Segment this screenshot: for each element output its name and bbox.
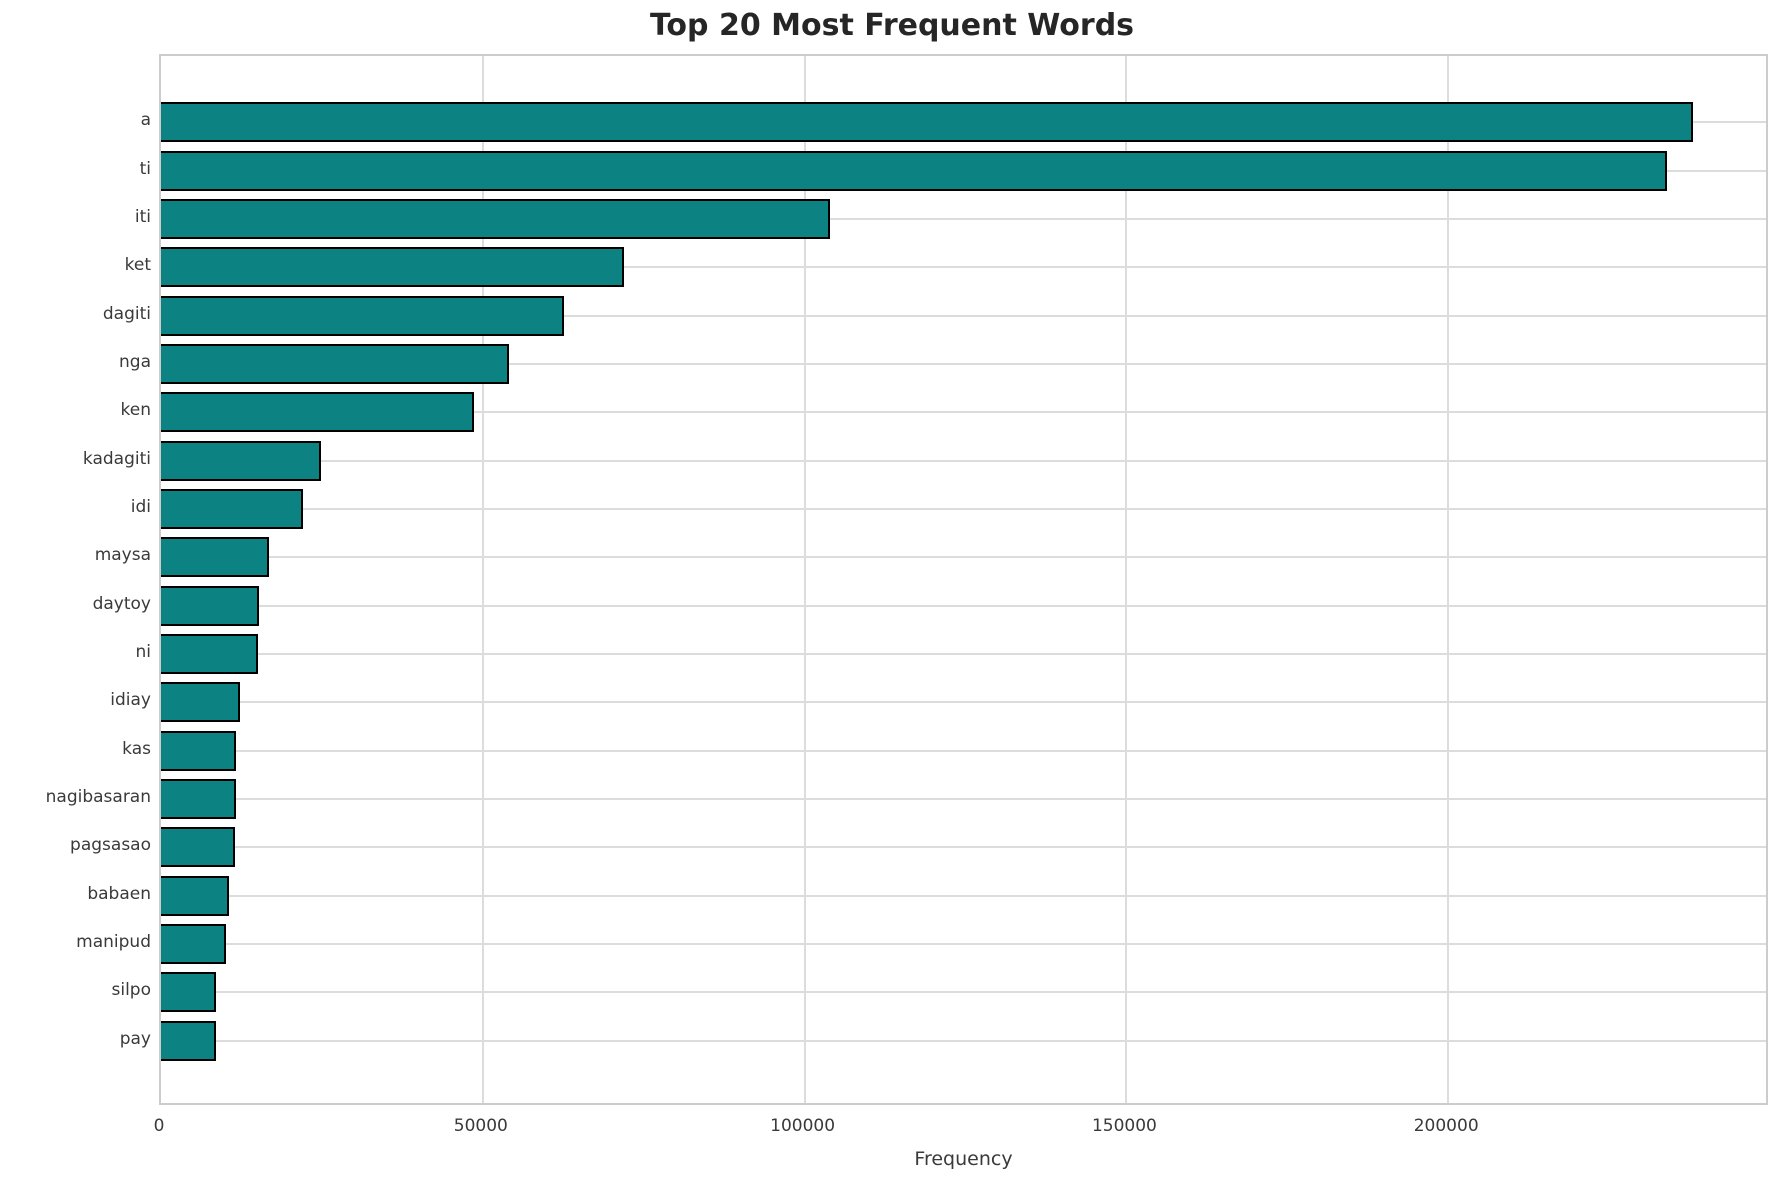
horizontal-gridline (161, 217, 1766, 220)
bar-ket (161, 247, 625, 288)
bar-ti (161, 150, 1668, 191)
y-tick-label: ti (139, 158, 151, 179)
horizontal-gridline (161, 411, 1766, 414)
horizontal-gridline (161, 798, 1766, 801)
y-tick-label: ni (135, 642, 152, 663)
y-tick-label: maysa (94, 545, 151, 566)
horizontal-gridline (161, 362, 1766, 365)
bar-nagibasaran (161, 779, 236, 820)
y-tick-label: pagsasao (70, 835, 151, 856)
y-tick-label: iti (134, 206, 151, 227)
bar-silpo (161, 972, 217, 1013)
horizontal-gridline (161, 846, 1766, 849)
y-tick-label: pay (119, 1028, 151, 1049)
vertical-gridline (1125, 56, 1128, 1103)
y-tick-label: a (140, 110, 151, 131)
bar-dagiti (161, 295, 564, 336)
y-tick-label: idi (130, 496, 151, 517)
vertical-gridline (481, 56, 484, 1103)
horizontal-gridline (161, 894, 1766, 897)
y-tick-label: nga (119, 351, 151, 372)
bar-ni (161, 634, 259, 675)
bar-pagsasao (161, 827, 235, 868)
bar-pay (161, 1020, 216, 1061)
x-tick-label: 150000 (1091, 1116, 1157, 1136)
bar-babaen (161, 875, 229, 916)
horizontal-gridline (161, 943, 1766, 946)
bar-a (161, 102, 1693, 143)
bar-kas (161, 730, 237, 771)
bar-ken (161, 392, 475, 433)
bar-kadagiti (161, 440, 321, 481)
horizontal-gridline (161, 507, 1766, 510)
vertical-gridline (803, 56, 806, 1103)
y-tick-label: manipud (76, 932, 151, 953)
y-tick-label: dagiti (102, 303, 151, 324)
x-tick-label: 200000 (1413, 1116, 1479, 1136)
y-tick-label: kadagiti (82, 448, 151, 469)
y-tick-label: babaen (87, 883, 151, 904)
x-tick-label: 50000 (453, 1116, 508, 1136)
y-tick-label: ken (120, 400, 151, 421)
y-tick-label: silpo (111, 980, 152, 1001)
horizontal-gridline (161, 459, 1766, 462)
bar-idiay (161, 682, 241, 723)
bar-idi (161, 488, 303, 529)
y-tick-label: kas (122, 738, 151, 759)
x-tick-label: 0 (153, 1116, 165, 1136)
bar-maysa (161, 537, 270, 578)
y-tick-label: nagibasaran (45, 787, 151, 808)
bar-daytoy (161, 585, 259, 626)
horizontal-gridline (161, 749, 1766, 752)
y-tick-label: idiay (110, 690, 151, 711)
bar-manipud (161, 924, 226, 965)
horizontal-gridline (161, 653, 1766, 656)
bar-iti (161, 198, 831, 239)
x-axis-title: Frequency (914, 1148, 1013, 1170)
bar-nga (161, 343, 509, 384)
horizontal-gridline (161, 314, 1766, 317)
horizontal-gridline (161, 556, 1766, 559)
horizontal-gridline (161, 701, 1766, 704)
y-tick-label: daytoy (92, 593, 151, 614)
horizontal-gridline (161, 604, 1766, 607)
plot-area (159, 54, 1768, 1105)
horizontal-gridline (161, 266, 1766, 269)
vertical-gridline (1447, 56, 1450, 1103)
horizontal-gridline (161, 1039, 1766, 1042)
horizontal-gridline (161, 991, 1766, 994)
y-tick-label: ket (124, 255, 151, 276)
x-tick-label: 100000 (770, 1116, 836, 1136)
chart-title: Top 20 Most Frequent Words (649, 8, 1135, 43)
